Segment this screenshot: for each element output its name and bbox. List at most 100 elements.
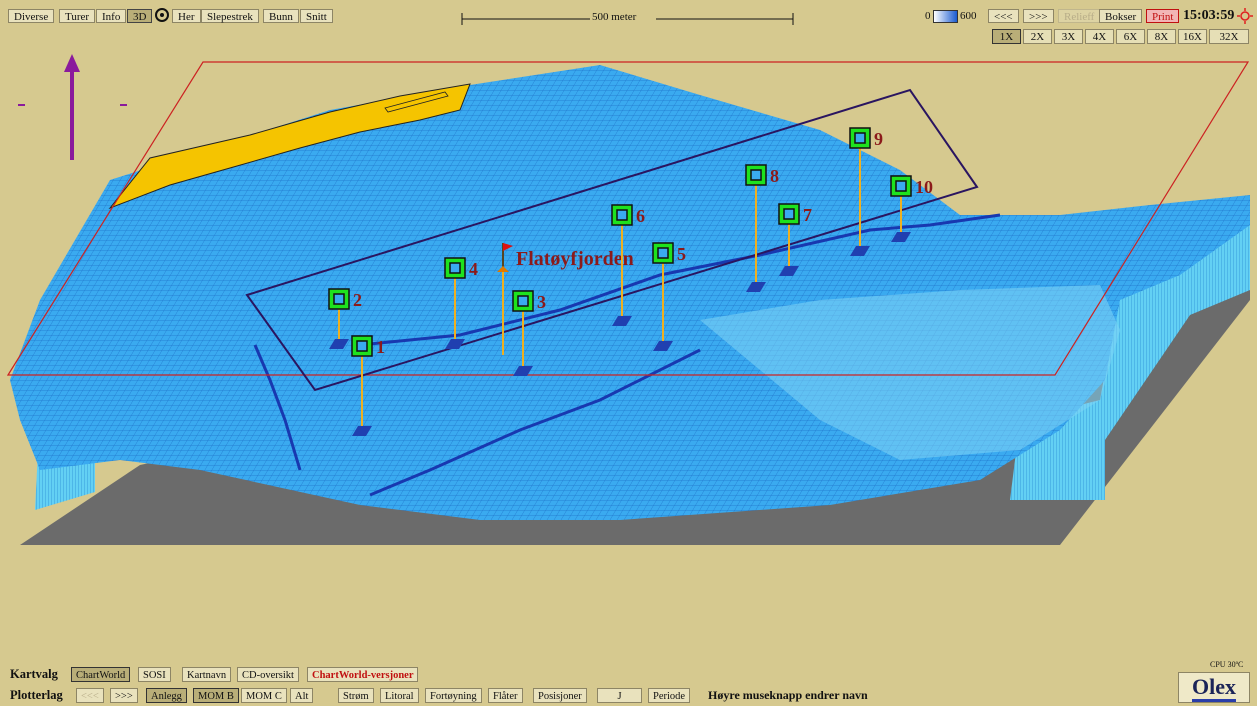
marker-footprint	[513, 366, 533, 376]
marker-inner-square	[750, 169, 762, 181]
marker-inner-square	[657, 247, 669, 259]
marker-footprint	[445, 339, 465, 349]
menu-info-button[interactable]: Info	[96, 9, 127, 23]
marker-footprint	[653, 341, 673, 351]
chartworld-versjoner-button[interactable]: ChartWorld-versjoner	[307, 667, 419, 682]
target-icon[interactable]	[155, 8, 169, 22]
cpu-temperature: CPU 30ºC	[1210, 660, 1244, 669]
scale-label: 500 meter	[592, 11, 637, 23]
zoom-3x-button[interactable]: 3X	[1054, 29, 1083, 44]
shallow-area	[700, 285, 1120, 460]
marker-label: 4	[469, 259, 478, 279]
relieff-button[interactable]: Relieff	[1058, 9, 1101, 23]
kartvalg-label: Kartvalg	[10, 667, 58, 681]
site-marker-5[interactable]: 5	[652, 242, 686, 351]
site-marker-6[interactable]: 6	[611, 204, 645, 326]
terrain-cliff	[1010, 220, 1250, 500]
hint-text: Høyre museknapp endrer navn	[708, 688, 868, 702]
plotter-next-button[interactable]: >>>	[110, 688, 138, 703]
place-name-label[interactable]: Flatøyfjorden	[516, 248, 634, 270]
sun-icon[interactable]	[1237, 8, 1253, 24]
marker-footprint	[352, 426, 372, 436]
prev-button[interactable]: <<<	[988, 9, 1019, 23]
site-marker-10[interactable]: 10	[890, 175, 933, 242]
scale-bar	[461, 12, 794, 25]
site-marker-4[interactable]: 4	[444, 257, 478, 349]
site-box	[245, 88, 979, 392]
trench-line	[369, 348, 701, 497]
marker-footprint	[746, 282, 766, 292]
periode-button[interactable]: Periode	[648, 688, 691, 703]
menu-diverse-button[interactable]: Diverse	[8, 9, 55, 23]
litoral-button[interactable]: Litoral	[380, 688, 419, 703]
marker-label: 9	[874, 129, 883, 149]
cd-oversikt-button[interactable]: CD-oversikt	[237, 667, 299, 682]
menu-snitt-button[interactable]: Snitt	[300, 9, 333, 23]
site-marker-2[interactable]: 2	[328, 288, 362, 349]
olex-logo: Olex	[1178, 672, 1250, 703]
marker-footprint	[779, 266, 799, 276]
marker-inner-square	[616, 209, 628, 221]
zoom-4x-button[interactable]: 4X	[1085, 29, 1114, 44]
marker-inner-square	[517, 295, 529, 307]
trench-line	[253, 344, 302, 471]
print-button[interactable]: Print	[1146, 9, 1180, 23]
marker-inner-square	[333, 293, 345, 305]
site-marker-3[interactable]: 3	[512, 290, 546, 376]
zoom-16x-button[interactable]: 16X	[1178, 29, 1207, 44]
marker-label: 3	[537, 292, 546, 312]
marker-label: 1	[376, 337, 385, 357]
marker-inner-square	[854, 132, 866, 144]
alt-button[interactable]: Alt	[290, 688, 314, 703]
mom-c-button[interactable]: MOM C	[241, 688, 287, 703]
marker-label: 8	[770, 166, 779, 186]
marker-inner-square	[449, 262, 461, 274]
area-frame	[6, 61, 1250, 376]
posisjoner-button[interactable]: Posisjoner	[533, 688, 587, 703]
fortoyning-button[interactable]: Fortøyning	[425, 688, 482, 703]
site-marker-8[interactable]: 8	[745, 164, 779, 292]
depth-color-scale[interactable]	[933, 10, 958, 23]
logo-text: Olex	[1192, 674, 1236, 702]
plotterlag-label: Plotterlag	[10, 688, 63, 702]
menu-bunn-button[interactable]: Bunn	[263, 9, 299, 23]
next-button[interactable]: >>>	[1023, 9, 1054, 23]
marker-label: 7	[803, 205, 812, 225]
strom-button[interactable]: Strøm	[338, 688, 374, 703]
kartnavn-button[interactable]: Kartnavn	[182, 667, 232, 682]
marker-inner-square	[783, 208, 795, 220]
view-3d-button[interactable]: 3D	[127, 9, 153, 23]
flater-button[interactable]: Flåter	[488, 688, 523, 703]
menu-her-button[interactable]: Her	[172, 9, 201, 23]
marker-footprint	[612, 316, 632, 326]
marker-footprint	[850, 246, 870, 256]
zoom-8x-button[interactable]: 8X	[1147, 29, 1176, 44]
mom-b-button[interactable]: MOM B	[193, 688, 239, 703]
depth-max-label: 600	[960, 10, 977, 22]
menu-turer-button[interactable]: Turer	[59, 9, 96, 23]
sosi-button[interactable]: SOSI	[138, 667, 171, 682]
site-marker-7[interactable]: 7	[778, 203, 812, 276]
anlegg-button[interactable]: Anlegg	[146, 688, 187, 703]
marker-footprint	[891, 232, 911, 242]
j-button[interactable]: J	[597, 688, 642, 703]
bokser-button[interactable]: Bokser	[1099, 9, 1143, 23]
north-arrow-icon	[18, 54, 127, 160]
zoom-2x-button[interactable]: 2X	[1023, 29, 1052, 44]
marker-label: 5	[677, 244, 686, 264]
zoom-32x-button[interactable]: 32X	[1209, 29, 1249, 44]
depth-min-label: 0	[925, 10, 931, 22]
plotter-prev-button[interactable]: <<<	[76, 688, 104, 703]
zoom-1x-button[interactable]: 1X	[992, 29, 1021, 44]
zoom-6x-button[interactable]: 6X	[1116, 29, 1145, 44]
site-marker-1[interactable]: 1	[351, 335, 385, 436]
chartworld-button[interactable]: ChartWorld	[71, 667, 131, 682]
clock: 15:03:59	[1183, 8, 1235, 23]
marker-label: 2	[353, 290, 362, 310]
site-marker-9[interactable]: 9	[849, 127, 883, 256]
menu-slepestrek-button[interactable]: Slepestrek	[201, 9, 259, 23]
land-islet	[384, 91, 449, 113]
marker-label: 6	[636, 206, 645, 226]
marker-inner-square	[356, 340, 368, 352]
